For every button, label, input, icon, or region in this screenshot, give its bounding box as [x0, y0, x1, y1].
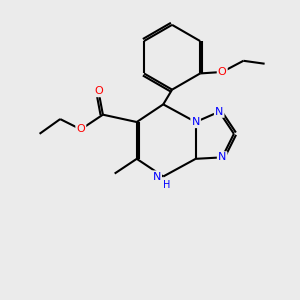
- Text: O: O: [94, 86, 103, 96]
- Text: H: H: [163, 180, 170, 190]
- Text: N: N: [152, 172, 161, 182]
- Text: N: N: [215, 107, 224, 117]
- Text: O: O: [76, 124, 85, 134]
- Text: N: N: [191, 117, 200, 127]
- Text: O: O: [218, 67, 226, 77]
- Text: N: N: [218, 152, 226, 162]
